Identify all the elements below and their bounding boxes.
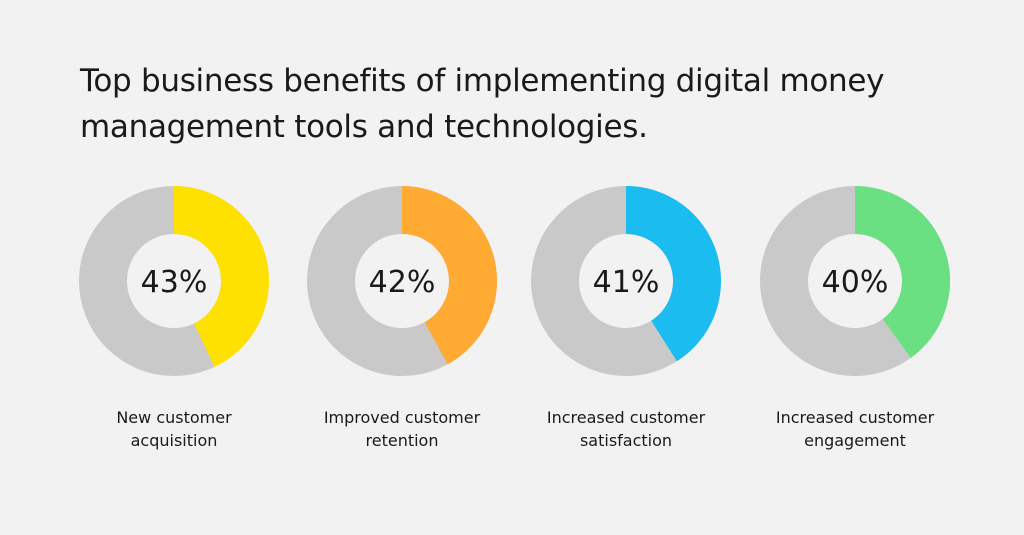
caption-line-1: New customer: [116, 408, 232, 427]
percent-label: 40%: [822, 265, 889, 300]
chart-title-line-2: management tools and technologies.: [80, 109, 648, 145]
donut-value-arc: [172, 186, 269, 367]
category-caption: Increased customer satisfaction: [531, 406, 721, 452]
donut-value-arc: [625, 186, 721, 362]
donut-svg: 43%: [79, 186, 269, 376]
category-caption: Increased customer engagement: [760, 406, 950, 452]
percent-label: 43%: [141, 265, 208, 300]
donut-chart-increased-customer-engagement: 40% Increased customer engagement: [760, 186, 950, 452]
category-caption: New customer acquisition: [79, 406, 269, 452]
caption-line-2: retention: [365, 431, 439, 450]
percent-label: 42%: [369, 265, 436, 300]
caption-line-2: satisfaction: [579, 431, 673, 450]
percent-label: 41%: [593, 265, 660, 300]
caption-line-2: engagement: [804, 431, 906, 450]
caption-line-1: Increased customer: [546, 408, 706, 427]
donut-svg: 40%: [760, 186, 950, 376]
donut-svg: 41%: [531, 186, 721, 376]
chart-title-line-1: Top business benefits of implementing di…: [80, 63, 885, 99]
caption-line-2: acquisition: [130, 431, 218, 450]
chart-title: Top business benefits of implementing di…: [80, 58, 960, 150]
donut-chart-increased-customer-satisfaction: 41% Increased customer satisfaction: [531, 186, 721, 452]
caption-line-1: Increased customer: [775, 408, 935, 427]
donut-svg: 42%: [307, 186, 497, 376]
donut-value-arc: [853, 186, 950, 358]
donut-chart-improved-customer-retention: 42% Improved customer retention: [307, 186, 497, 452]
donut-chart-new-customer-acquisition: 43% New customer acquisition: [79, 186, 269, 452]
donut-value-arc: [400, 186, 497, 365]
caption-line-1: Improved customer: [323, 408, 481, 427]
category-caption: Improved customer retention: [307, 406, 497, 452]
